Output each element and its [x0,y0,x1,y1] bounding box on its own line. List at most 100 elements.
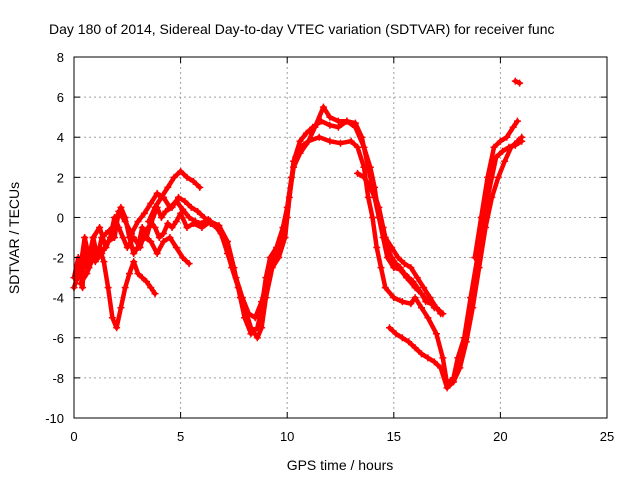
data-point-marker [516,79,524,87]
data-point-marker [81,234,89,241]
x-tick-label: 15 [387,429,401,444]
data-point-marker [125,270,133,278]
data-point-marker [296,137,304,145]
data-point-marker [151,290,159,298]
data-point-marker [189,177,197,185]
data-point-marker [79,254,87,262]
data-point-marker [258,298,266,306]
x-tick-label: 25 [600,429,614,444]
data-point-marker [174,193,182,201]
data-point-marker [104,284,112,292]
data-point-marker [319,103,327,111]
y-tick-label: -8 [52,371,64,386]
data-point-marker [83,270,91,278]
data-point-marker [89,234,97,241]
y-tick-label: 4 [57,130,64,145]
data-point-marker [418,304,426,312]
data-point-marker [462,338,470,346]
data-point-marker [89,254,97,262]
data-point-marker [368,213,376,221]
data-point-marker [147,238,155,246]
data-point-marker [145,217,153,225]
data-point-marker [87,244,95,252]
data-point-marker [396,264,404,272]
y-tick-label: -6 [52,331,64,346]
grid-lines [74,57,607,418]
y-tick-label: -4 [52,291,64,306]
data-point-marker [411,294,419,302]
data-point-marker [509,123,517,131]
data-point-marker [277,234,285,241]
data-point-marker [153,250,161,258]
data-point-marker [264,274,272,282]
data-point-marker [383,244,391,252]
y-tick-label: 0 [57,210,64,225]
data-point-marker [198,219,206,227]
data-point-marker [443,384,451,392]
data-point-marker [172,217,180,225]
data-point-marker [130,250,138,258]
data-point-marker [488,193,496,201]
data-point-marker [326,137,334,145]
data-point-marker [185,260,193,268]
data-point-marker [513,117,521,125]
data-point-marker [392,330,400,338]
data-point-marker [130,258,138,266]
data-point-marker [253,334,261,342]
data-point-marker [475,264,483,272]
data-point-marker [511,77,519,85]
data-point-marker [507,143,515,151]
series-track-5 [145,167,204,225]
data-point-marker [432,330,440,338]
data-point-marker [224,250,232,258]
data-point-marker [140,209,148,217]
data-point-marker [317,117,325,125]
axis-ticks [73,56,608,419]
data-point-marker [377,264,385,272]
data-point-marker [503,133,511,141]
data-point-marker [79,284,87,292]
data-point-marker [392,260,400,268]
data-point-marker [251,314,259,322]
data-point-marker [121,284,129,292]
y-tick-label: -2 [52,251,64,266]
data-point-marker [181,197,189,205]
data-point-marker [390,294,398,302]
data-point-marker [157,213,165,221]
series-trace [472,118,520,260]
data-point-marker [258,324,266,332]
data-point-marker [119,234,127,241]
data-point-marker [76,280,84,288]
y-axis-label: SDTVAR / TECUs [6,182,22,294]
data-point-marker [439,354,447,362]
data-point-marker [140,234,148,241]
data-point-marker [179,205,187,213]
data-point-marker [151,203,159,211]
data-point-marker [326,113,334,121]
data-point-marker [394,254,402,262]
data-point-marker [232,274,240,282]
data-point-marker [290,157,298,165]
data-point-marker [422,298,430,306]
data-point-marker [153,189,161,197]
data-point-marker [166,234,174,241]
data-point-marker [469,304,477,312]
data-point-marker [400,260,408,268]
data-point-marker [381,284,389,292]
data-point-marker [117,203,125,211]
data-point-marker [217,229,225,237]
x-tick-label: 10 [280,429,294,444]
x-axis-label: GPS time / hours [287,457,394,473]
data-point-marker [138,274,146,282]
data-point-marker [183,173,191,181]
data-point-marker [364,163,372,171]
series-track-1 [70,133,526,388]
data-point-marker [405,274,413,282]
data-point-marker [407,300,415,308]
data-point-marker [192,217,200,225]
data-point-marker [160,238,168,246]
data-point-marker [147,284,155,292]
data-point-marker [326,121,334,129]
data-point-marker [354,143,362,151]
y-tick-label: -10 [45,411,64,426]
